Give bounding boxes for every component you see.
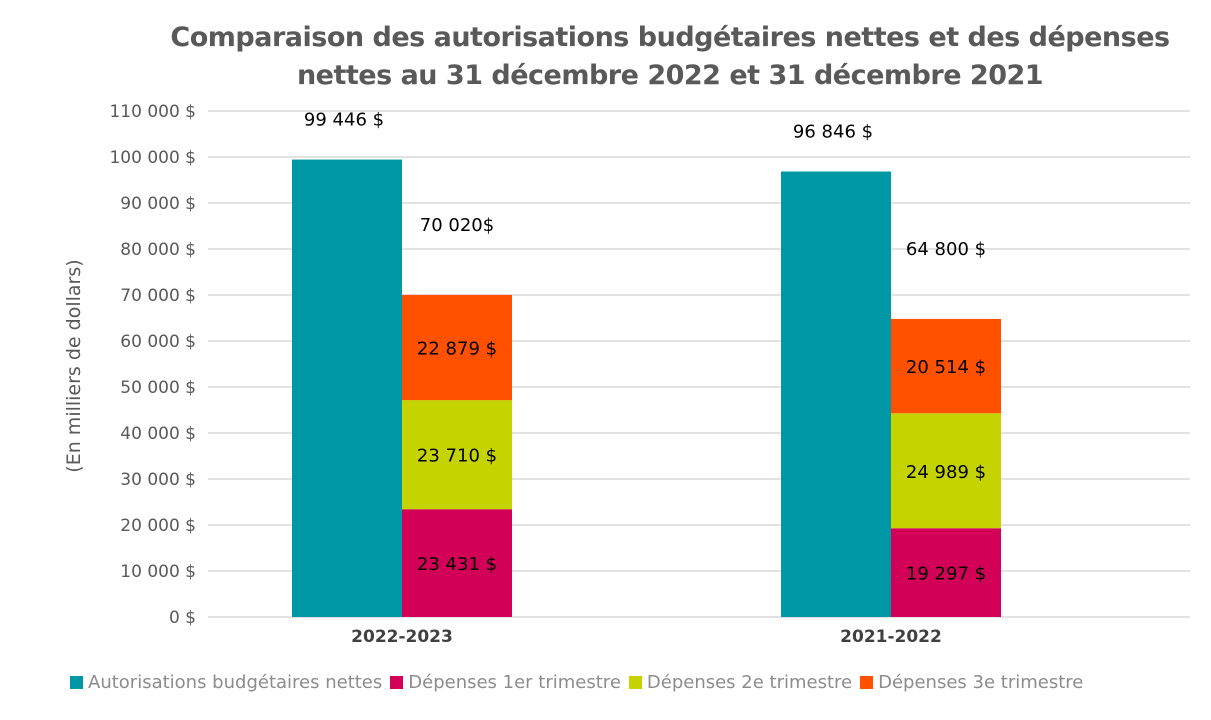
bar-authorizations-2022-2023 [292,159,402,617]
y-tick-label: 20 000 $ [120,516,196,536]
legend-label: Dépenses 2e trimestre [646,672,853,693]
data-label-total-expenses: 70 020$ [420,215,494,236]
bar-segment-dépenses-3e-trimestre [891,318,1001,414]
data-label-segment: 23 431 $ [417,554,497,575]
bar-authorizations-2021-2022 [781,171,891,617]
y-axis-label: (En milliers de dollars) [63,259,85,472]
chart-title-line-1: Comparaison des autorisations budgétaire… [170,22,1170,53]
data-label-segment: 19 297 $ [906,564,986,585]
chart-title-line-2: nettes au 31 décembre 2022 et 31 décembr… [296,60,1044,91]
bar-segment-dépenses-2e-trimestre [402,400,512,510]
legend-swatch [390,676,404,689]
y-tick-label: 60 000 $ [120,332,196,352]
legend-item: Autorisations budgétaires nettes [70,672,382,693]
x-tick-label: 2021-2022 [840,627,942,647]
data-label-segment: 23 710 $ [417,446,497,467]
legend-swatch [860,676,874,689]
y-axis-ticks: 0 $ 10 000 $ 20 000 $ 30 000 $ 40 000 $ 50 00… [109,102,196,628]
data-label-segment: 20 514 $ [906,357,986,378]
data-labels: 99 446 $ 23 431 $ 23 710 $ 22 879 $ 70 020$ 9… [304,110,986,585]
y-tick-label: 50 000 $ [120,378,196,398]
legend-label: Dépenses 3e trimestre [878,672,1084,693]
bars [292,159,1001,617]
x-tick-label: 2022-2023 [351,627,453,647]
y-tick-label: 80 000 $ [120,240,196,260]
bar-segment-dépenses-1er-trimestre [402,509,512,617]
bar-segment-dépenses-2e-trimestre [891,413,1001,529]
y-tick-label: 90 000 $ [120,194,196,214]
y-tick-label: 70 000 $ [120,286,196,306]
legend-label: Dépenses 1er trimestre [408,672,621,693]
legend-label: Autorisations budgétaires nettes [88,672,383,693]
data-label-total-expenses: 64 800 $ [906,239,986,260]
legend-item: Dépenses 3e trimestre [860,672,1083,693]
data-label-segment: 22 879 $ [417,339,497,360]
legend-swatch [628,676,642,689]
y-tick-label: 10 000 $ [120,562,196,582]
legend-swatch [70,676,83,689]
y-tick-label: 40 000 $ [120,424,196,444]
y-tick-label: 110 000 $ [109,102,196,122]
data-label-segment: 24 989 $ [906,462,986,483]
data-label-authorizations: 99 446 $ [304,110,384,131]
legend: Autorisations budgétaires nettes Dépenses… [70,672,1091,693]
bar-segment-dépenses-1er-trimestre [891,528,1001,617]
bar-segment-dépenses-3e-trimestre [402,294,512,401]
y-tick-label: 30 000 $ [120,470,196,490]
legend-item: Dépenses 2e trimestre [628,672,853,693]
legend-item: Dépenses 1er trimestre [390,672,621,693]
y-tick-label: 100 000 $ [109,148,196,168]
y-tick-label: 0 $ [169,608,196,628]
data-label-authorizations: 96 846 $ [793,122,873,143]
x-axis-ticks: 2022-2023 2021-2022 [351,627,942,647]
